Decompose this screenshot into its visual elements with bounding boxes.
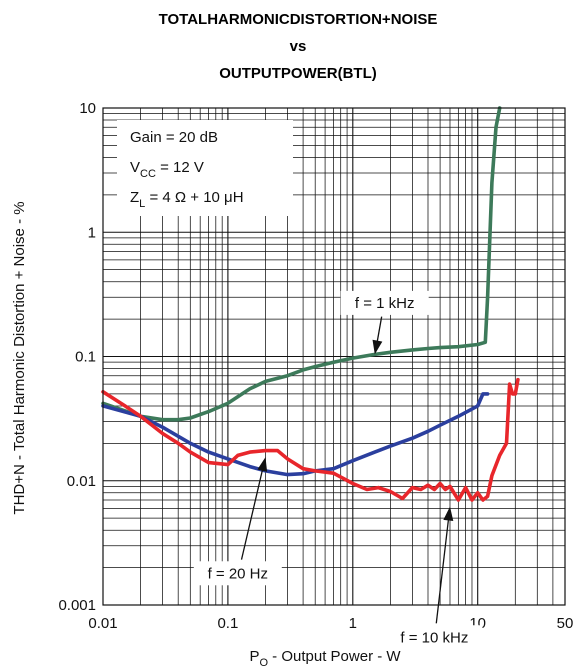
x-tick-label: 1 [349,615,357,632]
zl-rest: = 4 Ω + 10 μH [145,189,243,206]
annotations: f = 1 kHz f = 20 Hz f = 10 kHz [193,290,483,650]
annotation-arrow-head [443,506,454,522]
annotation-arrow-line [240,468,264,560]
x-axis-label-rest: - Output Power - W [268,648,401,665]
annotation-arrow-head [372,339,383,355]
annotation-box [193,561,282,586]
conditions-box-bg [117,120,293,216]
y-tick-label: 0.01 [67,473,96,490]
annotation-label: f = 1 kHz [355,295,415,312]
series-line-f-20-hz [101,392,490,477]
chart-title-line-2: vs [290,38,307,55]
annotation-box [386,625,483,650]
vcc-sub: CC [140,168,156,180]
chart-title-line-3: OUTPUTPOWER(BTL) [219,65,376,82]
y-tick-label: 10 [79,100,96,117]
annotation-box [340,290,429,315]
x-tick-label: 0.1 [217,615,238,632]
annotation-arrow-line [376,316,383,343]
annotation-arrow-line [435,518,450,624]
x-axis-label-main: P [249,648,259,665]
vcc-main: V [130,159,140,176]
series-line-f-10-khz [101,377,520,502]
y-tick-label: 1 [88,224,96,241]
series-layer [101,106,520,502]
chart-title-line-1: TOTALHARMONICDISTORTION+NOISE [159,11,438,28]
zl-sub: L [139,198,145,210]
conditions-box: Gain = 20 dB VCC = 12 V ZL = 4 Ω + 10 μH [117,120,293,216]
zl-label: ZL = 4 Ω + 10 μH [130,189,244,210]
x-axis-label: PO - Output Power - W [249,648,401,669]
series-line-f-1-khz [101,106,502,422]
plot-frame [102,107,566,606]
x-tick-label: 0.01 [88,615,117,632]
zl-main: Z [130,189,139,206]
y-tick-label: 0.001 [58,597,96,614]
y-tick-label: 0.1 [75,349,96,366]
x-tick-label: 50 [557,615,574,632]
annotation-label: f = 10 kHz [400,629,468,646]
annotation-arrow-head [257,457,268,472]
vcc-rest: = 12 V [156,159,204,176]
gain-label: Gain = 20 dB [130,129,218,146]
vcc-label: VCC = 12 V [130,159,204,180]
y-axis-label: THD+N - Total Harmonic Distortion + Nois… [11,201,28,514]
x-axis-label-sub: O [259,657,268,669]
annotation-label: f = 20 Hz [208,565,268,582]
